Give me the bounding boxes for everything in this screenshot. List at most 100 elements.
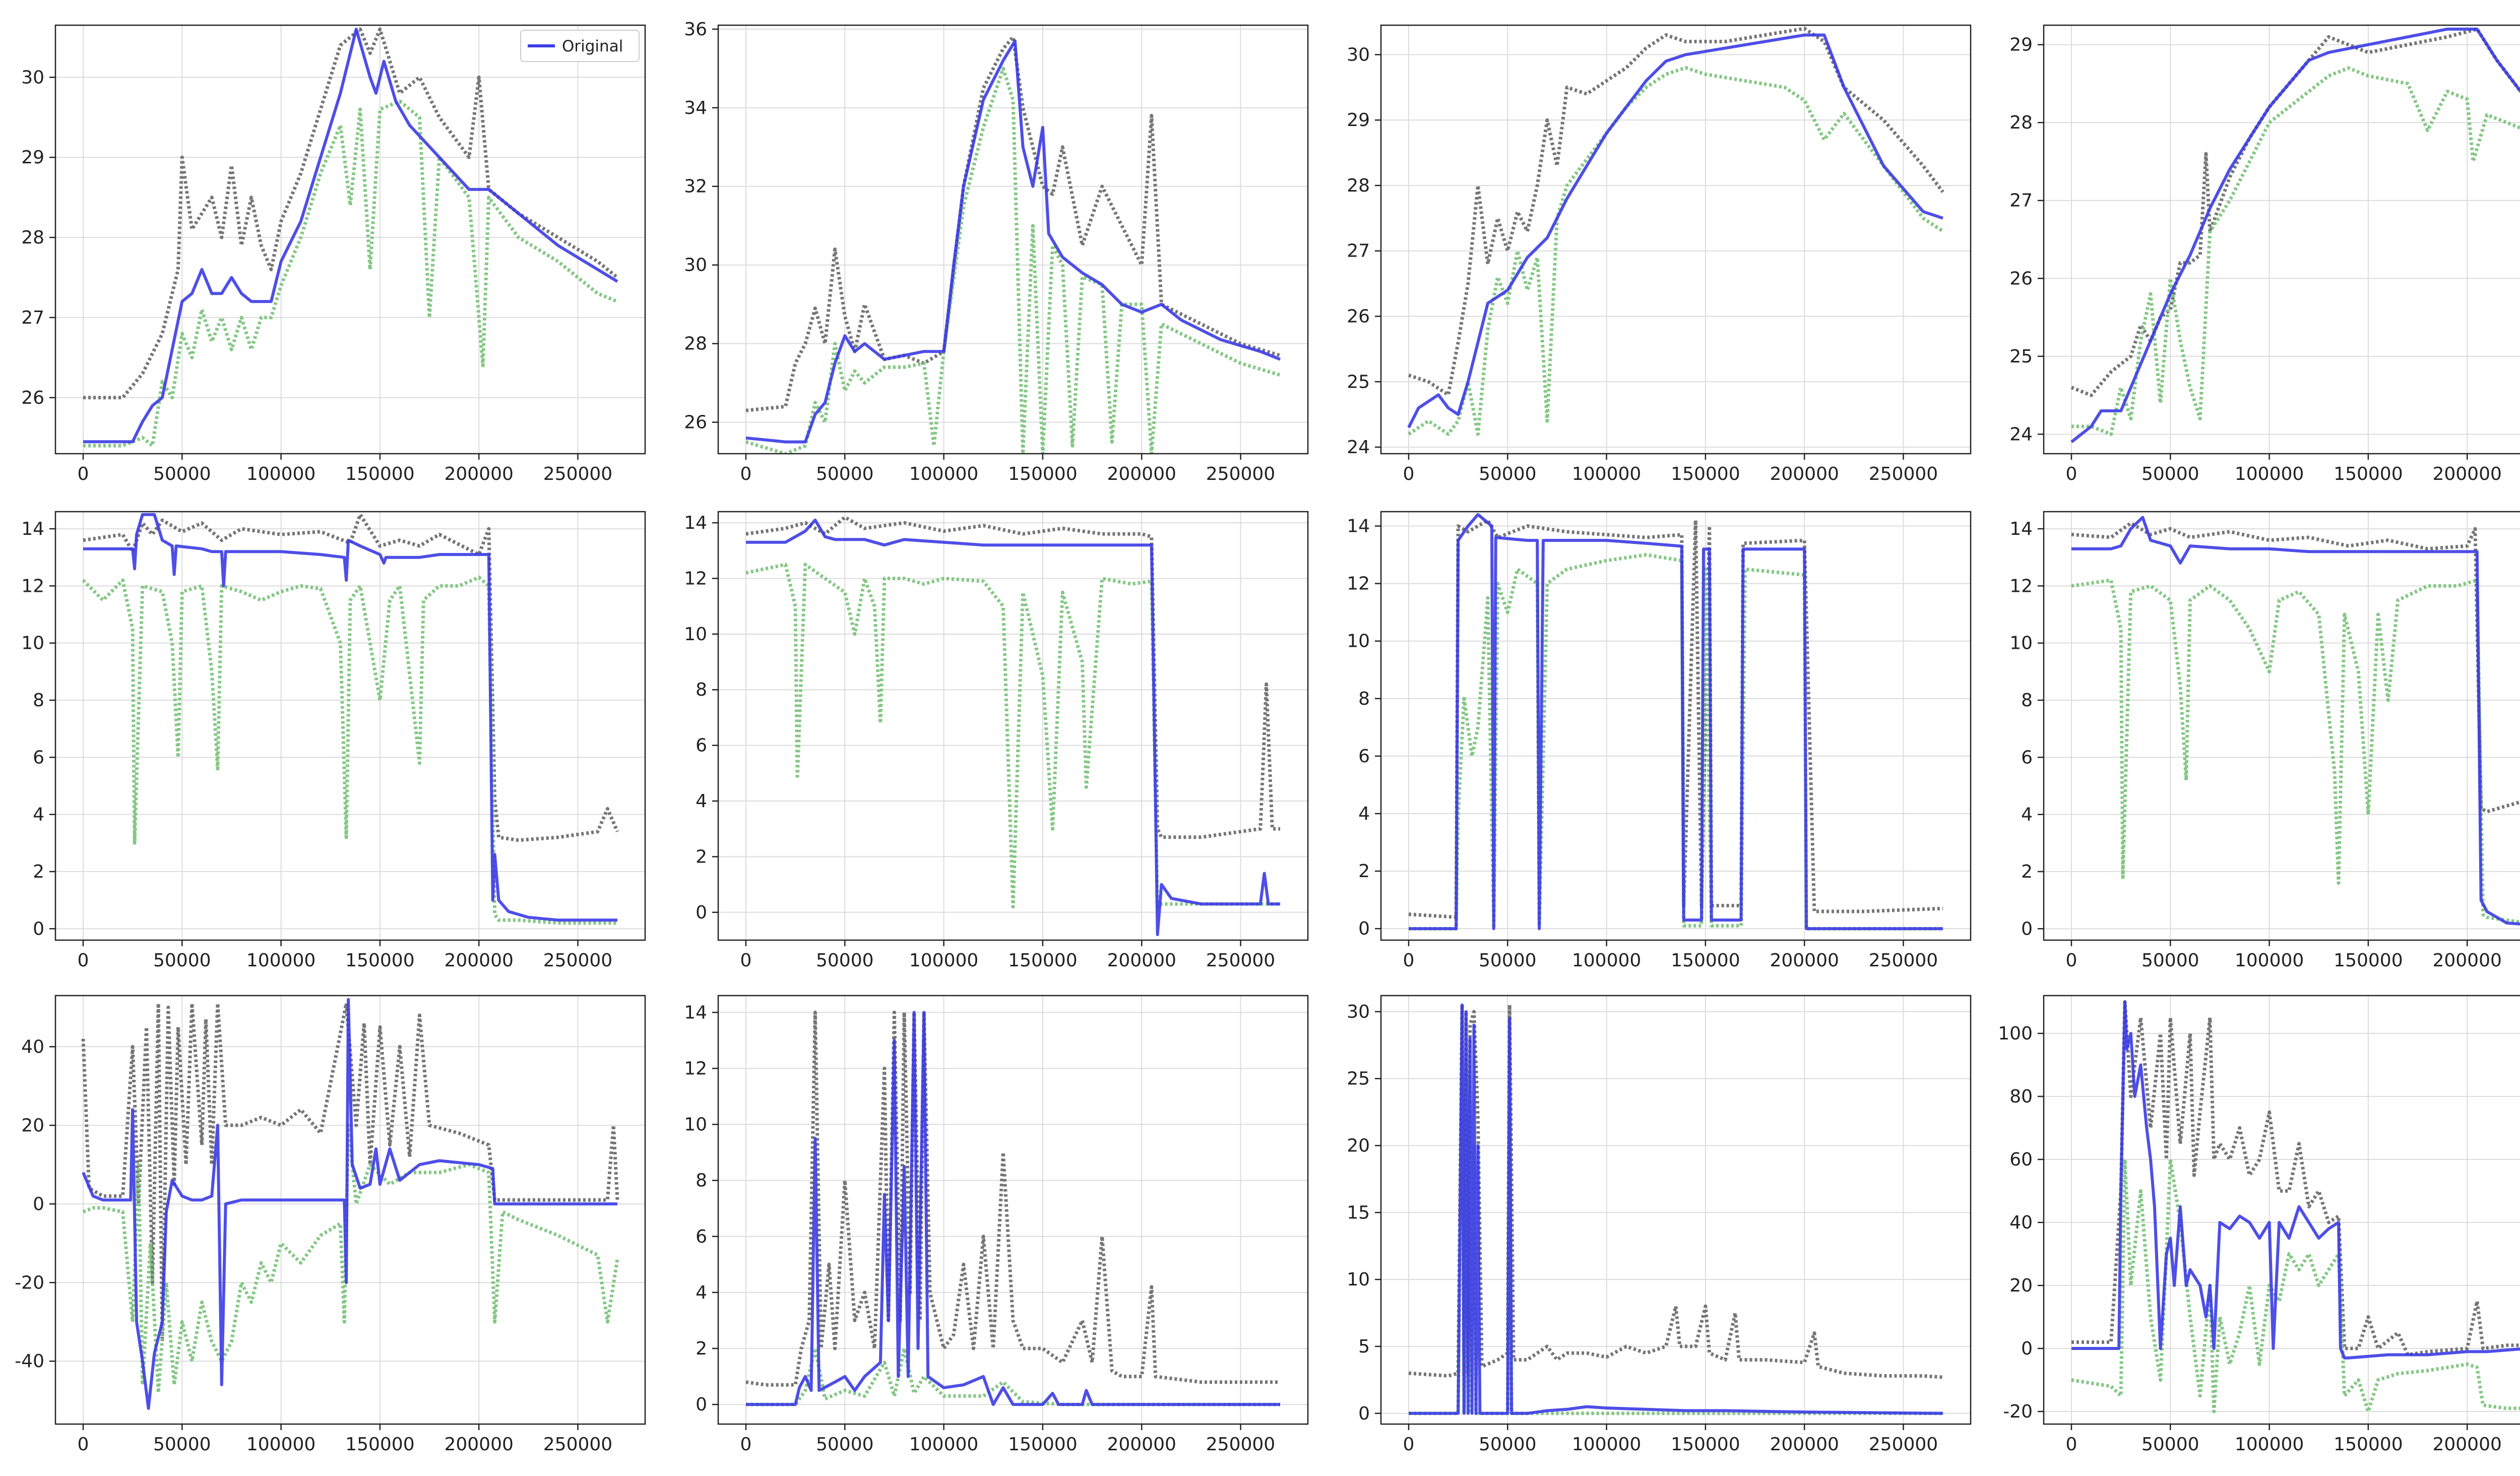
axes-frame	[54, 511, 646, 941]
series-original-line	[1409, 1003, 1943, 1415]
series-group	[1407, 27, 1944, 436]
grid	[55, 25, 645, 454]
x-tick-label: 150000	[345, 1434, 414, 1455]
x-tick-label: 0	[78, 1434, 89, 1455]
y-tick-label: 14	[684, 1002, 707, 1023]
x-tick-label: 0	[2066, 950, 2077, 971]
grid	[55, 512, 645, 940]
y-tick-label: 0	[33, 1194, 44, 1214]
x-tick-label: 200000	[444, 1434, 513, 1455]
y-tick-label: 29	[2009, 35, 2033, 55]
y-tick-label: 28	[1347, 175, 1370, 196]
y-tick-label: 0	[33, 918, 44, 939]
x-tick-label: 50000	[2141, 950, 2199, 971]
x-tick-label: 250000	[1869, 464, 1938, 484]
x-tick-label: 50000	[816, 1434, 874, 1455]
y-tick-label: 80	[2009, 1086, 2033, 1107]
x-tick-label: 150000	[2334, 1434, 2403, 1455]
series-original-line	[2071, 1000, 2520, 1360]
grid	[2044, 996, 2520, 1424]
y-tick-label: 10	[684, 1115, 707, 1135]
series-lower-dotted-line	[2071, 1157, 2520, 1413]
y-tick-label: 10	[21, 633, 44, 654]
x-tick-label: 50000	[2141, 464, 2199, 484]
x-tick-label: 200000	[2432, 1434, 2501, 1455]
y-tick-label: 27	[21, 307, 44, 328]
legend-label-original: Original	[562, 37, 623, 55]
y-tick-label: 2	[33, 862, 44, 882]
series-upper-dotted-line	[2070, 27, 2520, 397]
x-tick-label: 100000	[246, 1434, 316, 1455]
x-tick-label: 0	[1403, 1434, 1415, 1455]
grid	[1381, 25, 1971, 454]
x-tick-label: 150000	[1671, 950, 1740, 971]
x-tick-label: 250000	[1206, 1434, 1275, 1455]
y-tick-label: 12	[1347, 574, 1370, 594]
y-tick-label: -40	[15, 1351, 44, 1372]
axes-frame	[1380, 24, 1972, 455]
y-tick-label: 10	[1347, 631, 1370, 652]
y-tick-label: 0	[2021, 918, 2033, 939]
y-tick-label: 0	[2021, 1338, 2033, 1359]
axes-frame	[717, 511, 1309, 941]
y-tick-label: 27	[2009, 191, 2033, 211]
y-tick-label: 4	[1358, 804, 1370, 824]
x-tick-label: 200000	[1107, 464, 1176, 484]
series-original-line	[745, 39, 1281, 444]
x-tick-label: 100000	[909, 464, 978, 484]
axes-frame	[54, 24, 646, 455]
y-tick-label: 28	[21, 227, 44, 248]
x-tick-label: 50000	[1479, 1434, 1537, 1455]
y-tick-label: 14	[1347, 516, 1370, 537]
subplot-7: 0 50000 100000 150000 200000 250000 0 2 4 6 8 10 12 1…	[1347, 511, 1972, 971]
axes-frame	[2043, 511, 2520, 941]
series-lower-dotted-line	[1408, 66, 1944, 436]
subplot-3: 0 50000 100000 150000 200000 250000 24 25 26 27 28…	[1347, 24, 1972, 484]
x-tick-label: 0	[740, 950, 752, 971]
series-original-line	[83, 27, 618, 444]
x-tick-label: 50000	[2141, 1434, 2199, 1455]
subplot-11: 0 50000 100000 150000 200000 250000 0 5 10 15 20 25…	[1347, 995, 1972, 1455]
y-tick-label: 8	[33, 690, 44, 711]
x-tick-label: 100000	[2235, 464, 2304, 484]
x-tick-label: 50000	[153, 1434, 211, 1455]
axes-frame	[2043, 24, 2520, 455]
series-lower-dotted-line	[82, 575, 617, 925]
y-tick-label: 12	[684, 568, 707, 589]
y-tick-label: 30	[684, 255, 707, 276]
x-tick-label: 200000	[1770, 1434, 1839, 1455]
x-tick-label: 200000	[1107, 950, 1176, 971]
subplot-4: 0500001000001500002000002500002425262728…	[2009, 24, 2520, 484]
x-tick-label: 150000	[2334, 950, 2403, 971]
y-tick-label: 30	[21, 67, 44, 88]
x-tick-label: 0	[78, 950, 89, 971]
y-tick-label: 27	[1347, 241, 1370, 262]
x-tick-label: 100000	[1572, 950, 1641, 971]
x-tick-label: 150000	[1008, 464, 1077, 484]
x-tick-label: 150000	[1008, 950, 1077, 971]
x-tick-label: 150000	[1008, 1434, 1077, 1455]
y-tick-label: 12	[2009, 576, 2033, 596]
series-group	[2071, 516, 2520, 926]
y-tick-label: 20	[21, 1115, 44, 1136]
x-tick-label: 150000	[345, 464, 414, 484]
x-tick-label: 150000	[345, 950, 414, 971]
subplot-2: 0 50000 100000 150000 200000 250000 26 28 30 32 34…	[684, 19, 1309, 484]
y-tick-label: 0	[696, 1394, 707, 1415]
y-tick-label: 4	[696, 1282, 707, 1303]
series-original-line	[2071, 516, 2520, 926]
y-tick-label: 26	[2009, 268, 2033, 289]
x-tick-label: 250000	[543, 464, 612, 484]
x-tick-label: 200000	[444, 464, 513, 484]
x-tick-label: 100000	[246, 950, 316, 971]
x-tick-label: 50000	[1479, 464, 1537, 484]
x-tick-label: 0	[2066, 1434, 2077, 1455]
y-tick-label: 15	[1347, 1202, 1370, 1223]
x-tick-label: 100000	[909, 1434, 978, 1455]
y-tick-label: 100	[1998, 1023, 2033, 1044]
series-lower-dotted-line	[745, 563, 1280, 909]
series-upper-dotted-line	[745, 1010, 1280, 1387]
x-tick-label: 100000	[2235, 950, 2304, 971]
